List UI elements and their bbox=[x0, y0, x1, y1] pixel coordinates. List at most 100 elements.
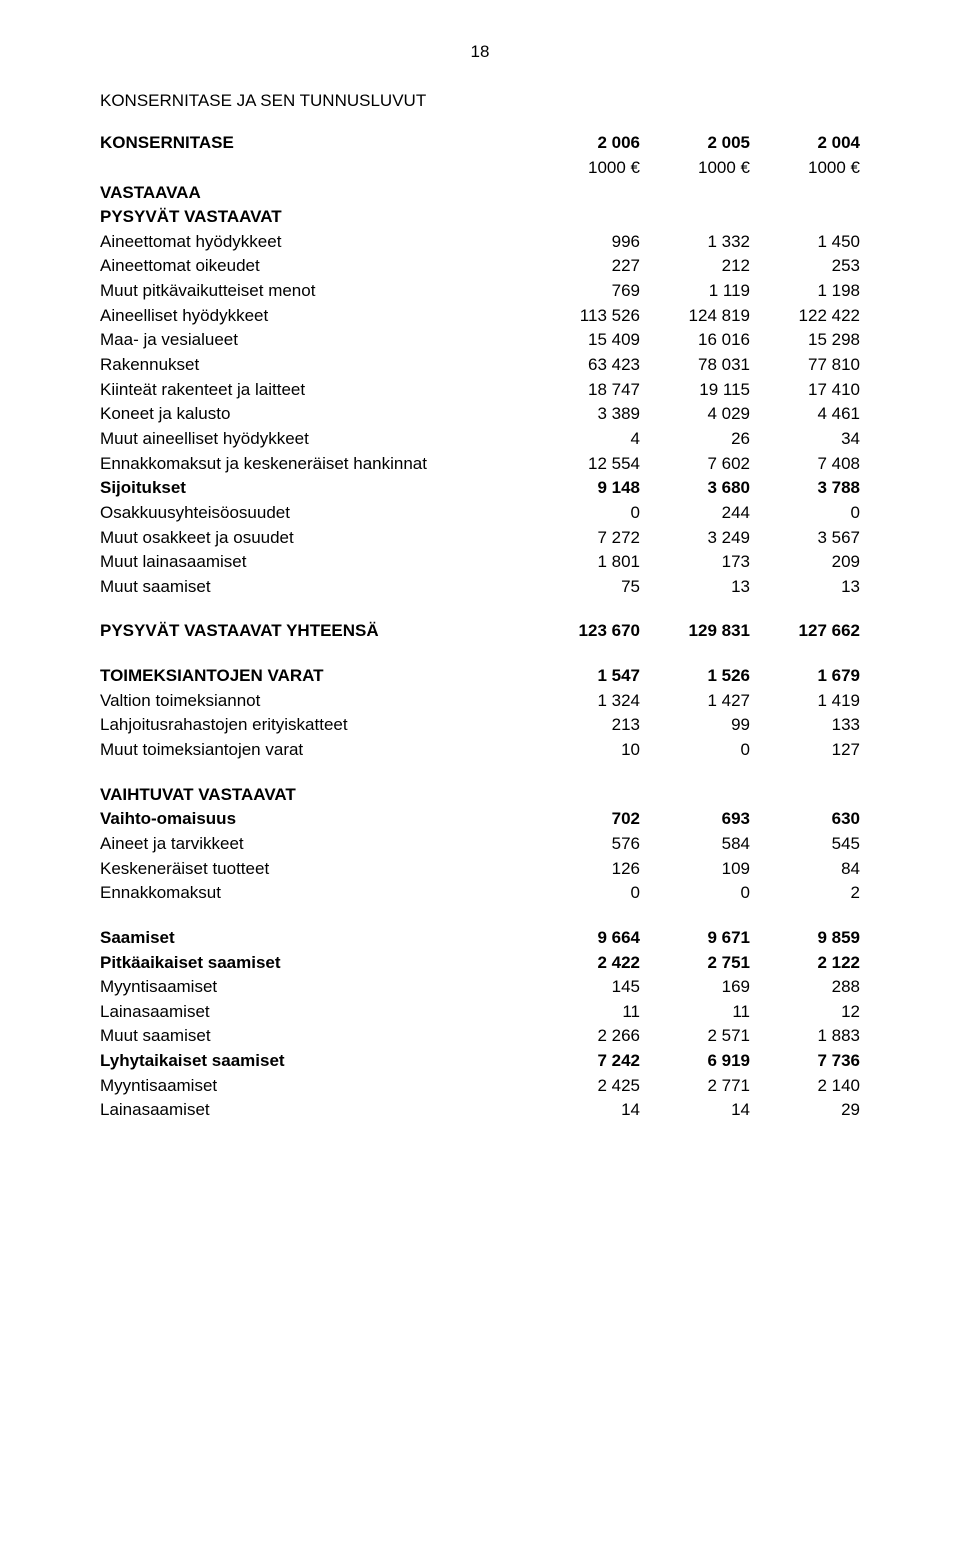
row-value-col3: 12 bbox=[750, 1000, 860, 1025]
row-value-col2 bbox=[640, 205, 750, 230]
row-value-col2: 13 bbox=[640, 575, 750, 600]
row-value-col2 bbox=[640, 181, 750, 206]
table-row: TOIMEKSIANTOJEN VARAT1 5471 5261 679 bbox=[100, 664, 860, 689]
row-value-col3: 1000 € bbox=[750, 156, 860, 181]
row-value-col1 bbox=[530, 181, 640, 206]
row-value-col1: 0 bbox=[530, 881, 640, 906]
table-row: Rakennukset63 42378 03177 810 bbox=[100, 353, 860, 378]
row-value-col2: 14 bbox=[640, 1098, 750, 1123]
row-value-col2: 0 bbox=[640, 881, 750, 906]
spacer-cell bbox=[100, 644, 860, 664]
table-row: Vaihto-omaisuus702693630 bbox=[100, 807, 860, 832]
row-value-col1: 75 bbox=[530, 575, 640, 600]
table-row: KONSERNITASE2 0062 0052 004 bbox=[100, 131, 860, 156]
row-label: Valtion toimeksiannot bbox=[100, 689, 530, 714]
table-row: VAIHTUVAT VASTAAVAT bbox=[100, 783, 860, 808]
row-value-col3: 2 bbox=[750, 881, 860, 906]
row-value-col2: 26 bbox=[640, 427, 750, 452]
row-value-col1: 702 bbox=[530, 807, 640, 832]
table-row bbox=[100, 599, 860, 619]
row-value-col1: 576 bbox=[530, 832, 640, 857]
row-value-col2: 124 819 bbox=[640, 304, 750, 329]
table-row: Osakkuusyhteisöosuudet02440 bbox=[100, 501, 860, 526]
row-value-col1: 2 422 bbox=[530, 951, 640, 976]
table-row: Valtion toimeksiannot1 3241 4271 419 bbox=[100, 689, 860, 714]
row-value-col1: 11 bbox=[530, 1000, 640, 1025]
row-value-col2: 244 bbox=[640, 501, 750, 526]
row-label: TOIMEKSIANTOJEN VARAT bbox=[100, 664, 530, 689]
row-label: KONSERNITASE bbox=[100, 131, 530, 156]
row-value-col3: 2 122 bbox=[750, 951, 860, 976]
table-row: Keskeneräiset tuotteet12610984 bbox=[100, 857, 860, 882]
row-value-col2: 109 bbox=[640, 857, 750, 882]
row-value-col1: 113 526 bbox=[530, 304, 640, 329]
row-value-col1: 213 bbox=[530, 713, 640, 738]
row-label: Muut pitkävaikutteiset menot bbox=[100, 279, 530, 304]
row-value-col1: 2 425 bbox=[530, 1074, 640, 1099]
row-value-col3: 9 859 bbox=[750, 926, 860, 951]
row-label: Pitkäaikaiset saamiset bbox=[100, 951, 530, 976]
row-value-col2: 78 031 bbox=[640, 353, 750, 378]
row-value-col1: 9 664 bbox=[530, 926, 640, 951]
row-value-col3: 13 bbox=[750, 575, 860, 600]
row-value-col2: 2 751 bbox=[640, 951, 750, 976]
row-label: Muut osakkeet ja osuudet bbox=[100, 526, 530, 551]
row-label: VAIHTUVAT VASTAAVAT bbox=[100, 783, 530, 808]
row-value-col3: 133 bbox=[750, 713, 860, 738]
row-label: Ennakkomaksut ja keskeneräiset hankinnat bbox=[100, 452, 530, 477]
row-value-col2: 7 602 bbox=[640, 452, 750, 477]
row-label: Lainasaamiset bbox=[100, 1098, 530, 1123]
row-value-col2: 1 526 bbox=[640, 664, 750, 689]
row-label: Myyntisaamiset bbox=[100, 1074, 530, 1099]
row-value-col2: 129 831 bbox=[640, 619, 750, 644]
row-value-col1: 4 bbox=[530, 427, 640, 452]
row-label: Sijoitukset bbox=[100, 476, 530, 501]
row-value-col2: 173 bbox=[640, 550, 750, 575]
row-value-col2: 9 671 bbox=[640, 926, 750, 951]
row-value-col3: 15 298 bbox=[750, 328, 860, 353]
row-label: Muut toimeksiantojen varat bbox=[100, 738, 530, 763]
row-label: VASTAAVAA bbox=[100, 181, 530, 206]
row-value-col2: 19 115 bbox=[640, 378, 750, 403]
row-value-col3: 1 679 bbox=[750, 664, 860, 689]
row-label: Kiinteät rakenteet ja laitteet bbox=[100, 378, 530, 403]
row-value-col3: 29 bbox=[750, 1098, 860, 1123]
row-value-col1: 1 547 bbox=[530, 664, 640, 689]
table-row bbox=[100, 906, 860, 926]
table-row: Muut saamiset2 2662 5711 883 bbox=[100, 1024, 860, 1049]
row-value-col1: 3 389 bbox=[530, 402, 640, 427]
row-value-col1: 63 423 bbox=[530, 353, 640, 378]
row-value-col3: 1 450 bbox=[750, 230, 860, 255]
row-value-col3: 2 004 bbox=[750, 131, 860, 156]
row-value-col3: 545 bbox=[750, 832, 860, 857]
spacer-cell bbox=[100, 906, 860, 926]
row-value-col1: 1 801 bbox=[530, 550, 640, 575]
table-row: PYSYVÄT VASTAAVAT bbox=[100, 205, 860, 230]
row-label: Koneet ja kalusto bbox=[100, 402, 530, 427]
table-row: Lainasaamiset111112 bbox=[100, 1000, 860, 1025]
table-row: Maa- ja vesialueet15 40916 01615 298 bbox=[100, 328, 860, 353]
row-label: Aineelliset hyödykkeet bbox=[100, 304, 530, 329]
row-value-col1: 18 747 bbox=[530, 378, 640, 403]
row-value-col3: 3 567 bbox=[750, 526, 860, 551]
table-row: Muut saamiset751313 bbox=[100, 575, 860, 600]
table-row: VASTAAVAA bbox=[100, 181, 860, 206]
row-value-col3: 253 bbox=[750, 254, 860, 279]
row-value-col1: 2 266 bbox=[530, 1024, 640, 1049]
row-value-col2: 11 bbox=[640, 1000, 750, 1025]
table-row bbox=[100, 763, 860, 783]
row-value-col2: 169 bbox=[640, 975, 750, 1000]
row-value-col1: 1 324 bbox=[530, 689, 640, 714]
row-value-col1: 7 272 bbox=[530, 526, 640, 551]
row-label: Muut saamiset bbox=[100, 575, 530, 600]
row-label: Rakennukset bbox=[100, 353, 530, 378]
row-label: Keskeneräiset tuotteet bbox=[100, 857, 530, 882]
table-row: Koneet ja kalusto3 3894 0294 461 bbox=[100, 402, 860, 427]
row-value-col2: 1 119 bbox=[640, 279, 750, 304]
row-value-col2: 1000 € bbox=[640, 156, 750, 181]
row-label: Ennakkomaksut bbox=[100, 881, 530, 906]
table-row: Ennakkomaksut002 bbox=[100, 881, 860, 906]
row-value-col1: 7 242 bbox=[530, 1049, 640, 1074]
row-value-col1: 123 670 bbox=[530, 619, 640, 644]
row-value-col3 bbox=[750, 783, 860, 808]
